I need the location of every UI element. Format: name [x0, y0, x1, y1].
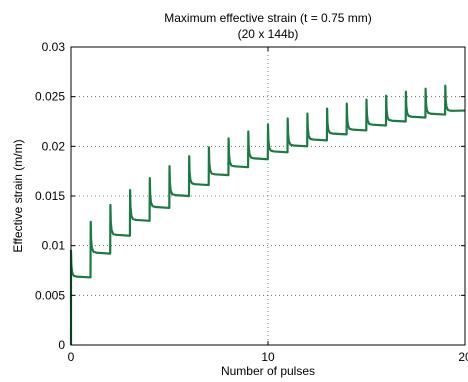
- y-tick-label-6: 0.03: [42, 40, 66, 54]
- y-tick-label-4: 0.02: [42, 139, 66, 153]
- y-tick-label-5: 0.025: [35, 90, 65, 104]
- y-tick-label-3: 0.015: [35, 189, 65, 203]
- x-tick-label-2: 20: [458, 350, 468, 364]
- y-tick-label-2: 0.01: [42, 239, 66, 253]
- chart-title: Maximum effective strain (t = 0.75 mm): [164, 11, 372, 25]
- axis-ticks: [70, 46, 466, 346]
- y-tick-labels: 0 0.005 0.01 0.015 0.02 0.025 0.03: [35, 40, 65, 352]
- series-group: [69, 84, 465, 345]
- x-tick-labels: 0 10 20: [68, 350, 468, 364]
- y-axis-label: Effective strain (m/m): [11, 139, 25, 252]
- strain-series-line: [69, 84, 465, 345]
- x-tick-label-1: 10: [261, 350, 275, 364]
- x-tick-label-0: 0: [68, 350, 75, 364]
- y-tick-label-0: 0: [58, 338, 65, 352]
- y-tick-label-1: 0.005: [35, 288, 65, 302]
- chart-subtitle: (20 x 144b): [238, 27, 299, 41]
- x-axis-label: Number of pulses: [221, 364, 315, 378]
